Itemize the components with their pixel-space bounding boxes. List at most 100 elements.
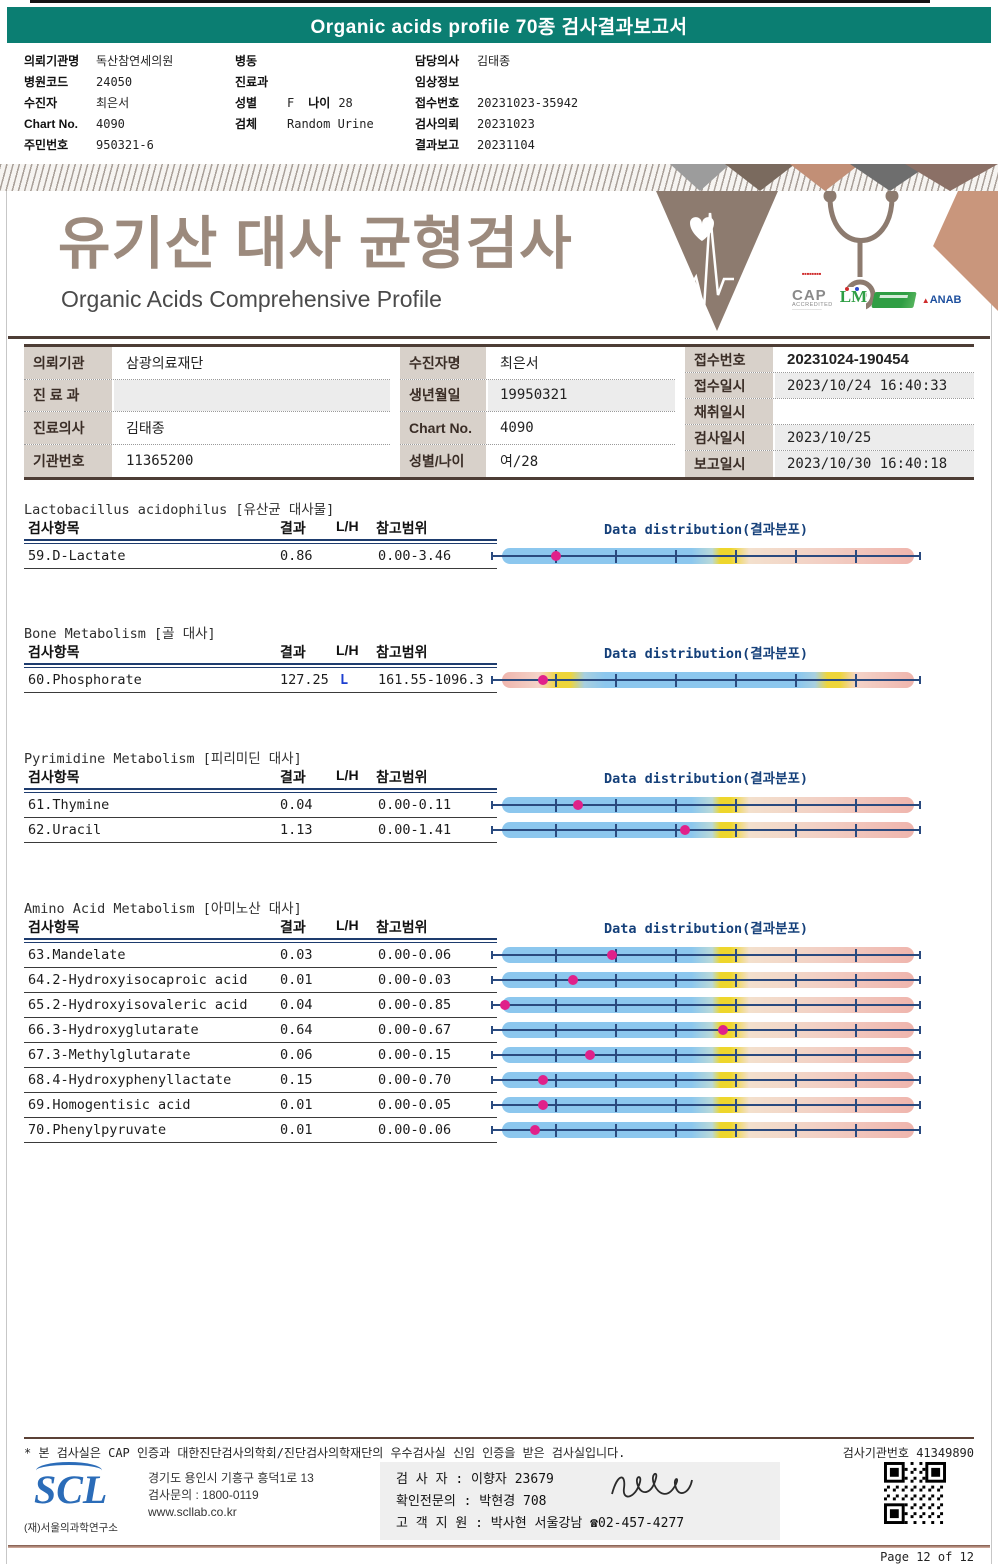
banner-divider xyxy=(8,336,990,339)
patient-table-value: 2023/10/25 xyxy=(775,425,974,450)
result-row: 60.Phosphorate 127.25 L 161.55-1096.3 xyxy=(24,668,974,693)
distribution-axis-line xyxy=(492,1054,920,1056)
info-label: Chart No. xyxy=(24,116,78,131)
patient-table-label: Chart No. xyxy=(400,412,488,444)
column-header-range: 참고범위 xyxy=(376,520,428,536)
staff-info-box: 검 사 자 : 이향자 23679 확인전문의 : 박현경 708 고 객 지 … xyxy=(380,1462,780,1540)
distribution-tick xyxy=(735,1098,737,1112)
distribution-tick xyxy=(555,1048,557,1062)
distribution-tick xyxy=(555,798,557,812)
distribution-tick xyxy=(795,948,797,962)
distribution-tick xyxy=(555,823,557,837)
distribution-tick xyxy=(735,798,737,812)
distribution-tick xyxy=(855,1073,857,1087)
column-header-item: 검사항목 xyxy=(28,520,80,536)
distribution-tick xyxy=(735,973,737,987)
distribution-tick xyxy=(491,951,493,959)
result-row: 62.Uracil 1.13 0.00-1.41 xyxy=(24,818,974,843)
distribution-axis-line xyxy=(492,679,920,681)
distribution-axis-line xyxy=(492,1029,920,1031)
patient-table-group: 의뢰기관 삼광의료재단 진 료 과 진료의사 김태종 기관번호 11365200 xyxy=(24,347,390,477)
info-row: 임상정보 xyxy=(415,71,735,92)
patient-table-row: 접수번호 20231024-190454 xyxy=(685,347,974,373)
distribution-tick xyxy=(919,1026,921,1034)
distribution-tick xyxy=(555,1098,557,1112)
distribution-tick xyxy=(615,1073,617,1087)
distribution-tick xyxy=(615,1023,617,1037)
info-value: 20231023 xyxy=(477,116,535,131)
patient-table-value: 김태종 xyxy=(126,420,165,437)
reference-range: 0.00-0.05 xyxy=(378,1097,452,1113)
distribution-tick xyxy=(795,1073,797,1087)
info-row: 진료과 xyxy=(235,71,410,92)
column-header-range: 참고범위 xyxy=(376,769,428,785)
distribution-tick xyxy=(491,552,493,560)
scl-logo: SCL xyxy=(34,1467,108,1512)
test-item-name: 67.3-Methylglutarate xyxy=(28,1047,191,1063)
row-divider xyxy=(24,568,497,569)
column-header-range: 참고범위 xyxy=(376,919,428,935)
distribution-tick xyxy=(795,1098,797,1112)
patient-table-label: 수진자명 xyxy=(400,347,488,379)
scl-address-block: 경기도 용인시 기흥구 흥덕1로 13 검사문의 : 1800-0119 www… xyxy=(148,1470,314,1521)
patient-table-value: 20231024-190454 xyxy=(787,351,909,368)
distribution-tick xyxy=(795,998,797,1012)
column-header-result: 결과 xyxy=(280,919,306,935)
column-header-result: 결과 xyxy=(280,520,306,536)
header-double-line xyxy=(24,539,497,544)
distribution-tick xyxy=(919,951,921,959)
heart-ekg-icon xyxy=(676,212,734,310)
distribution-tick xyxy=(735,823,737,837)
distribution-tick xyxy=(795,549,797,563)
test-result-value: 0.86 xyxy=(280,548,313,564)
row-divider xyxy=(24,842,497,843)
result-marker-dot xyxy=(538,1100,549,1110)
patient-table-group: 수진자명 최은서 생년월일 19950321 Chart No. 4090 성별/나이 여/2… xyxy=(400,347,675,477)
info-row: 병동 xyxy=(235,50,410,71)
distribution-tick xyxy=(855,823,857,837)
distribution-tick xyxy=(855,549,857,563)
distribution-tick xyxy=(615,1098,617,1112)
test-item-name: 66.3-Hydroxyglutarate xyxy=(28,1022,199,1038)
row-divider xyxy=(24,692,497,693)
column-header-result: 결과 xyxy=(280,644,306,660)
info-value: 최은서 xyxy=(96,96,130,110)
column-header-result: 결과 xyxy=(280,769,306,785)
test-item-name: 59.D-Lactate xyxy=(28,548,126,564)
row-divider xyxy=(24,1092,497,1093)
patient-table-row: 보고일시 2023/10/30 16:40:18 xyxy=(685,451,974,477)
distribution-tick xyxy=(919,1001,921,1009)
patient-table-label: 진료의사 xyxy=(24,412,114,444)
column-header-range: 참고범위 xyxy=(376,644,428,660)
distribution-tick xyxy=(615,798,617,812)
reference-range: 0.00-0.06 xyxy=(378,947,452,963)
patient-table-top-border xyxy=(24,344,974,347)
page-top-edge xyxy=(30,0,930,3)
distribution-axis-line xyxy=(492,1129,920,1131)
distribution-tick xyxy=(919,1126,921,1134)
section-column-header: 검사항목 결과 L/H 참고범위 Data distribution(결과분포) xyxy=(24,917,974,938)
distribution-tick xyxy=(919,676,921,684)
info-value: 28 xyxy=(338,95,353,110)
header-info-middle-column: 병동 진료과 성별 F 나이 28 검체 Random Urine xyxy=(235,50,410,134)
header-double-line xyxy=(24,938,497,943)
info-label: 의뢰기관명 xyxy=(24,54,80,68)
distribution-tick xyxy=(735,549,737,563)
patient-table-row: 진 료 과 xyxy=(24,379,390,412)
low-high-flag: L xyxy=(340,672,349,688)
row-divider xyxy=(24,992,497,993)
patient-table-label: 기관번호 xyxy=(24,444,114,477)
patient-table-bottom-border xyxy=(24,477,974,480)
result-marker-dot xyxy=(718,1025,729,1035)
taupe-triangle xyxy=(656,191,778,331)
test-result-value: 1.13 xyxy=(280,822,313,838)
distribution-tick xyxy=(675,549,677,563)
info-value: 20231104 xyxy=(477,137,535,152)
reference-range: 0.00-0.11 xyxy=(378,797,452,813)
distribution-tick xyxy=(491,801,493,809)
distribution-tick xyxy=(675,1123,677,1137)
distribution-tick xyxy=(555,1123,557,1137)
scl-address: 경기도 용인시 기흥구 흥덕1로 13 xyxy=(148,1471,314,1485)
column-header-item: 검사항목 xyxy=(28,919,80,935)
distribution-tick xyxy=(795,823,797,837)
